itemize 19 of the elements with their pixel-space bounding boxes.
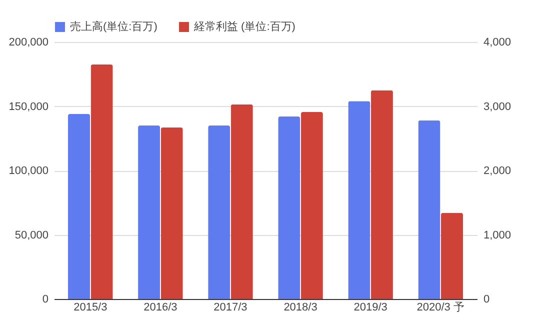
legend-label: 経常利益 (単位:百万)	[193, 20, 296, 33]
y2-tick-label: 2,000	[484, 165, 512, 177]
y-tick-label: 150,000	[8, 100, 48, 113]
y2-tick-label: 1,000	[484, 229, 512, 242]
x-tick-label: 2015/3	[74, 302, 108, 314]
y-tick-label: 200,000	[8, 36, 48, 48]
y2-tick-label: 3,000	[484, 100, 512, 113]
x-tick-label: 2020/3 予	[416, 302, 464, 314]
y2-tick-label: 0	[484, 294, 490, 306]
y-tick-label: 50,000	[14, 229, 48, 242]
legend-label: 売上高(単位:百万)	[70, 20, 158, 33]
x-tick-label: 2018/3	[284, 302, 318, 314]
x-tick-label: 2019/3	[354, 302, 388, 314]
bar	[418, 120, 440, 299]
y2-tick-label: 4,000	[484, 36, 512, 48]
x-tick-label: 2017/3	[214, 302, 248, 314]
y-tick-label: 0	[42, 294, 48, 306]
y-tick-label: 100,000	[8, 165, 48, 177]
x-tick-label: 2016/3	[144, 302, 178, 314]
